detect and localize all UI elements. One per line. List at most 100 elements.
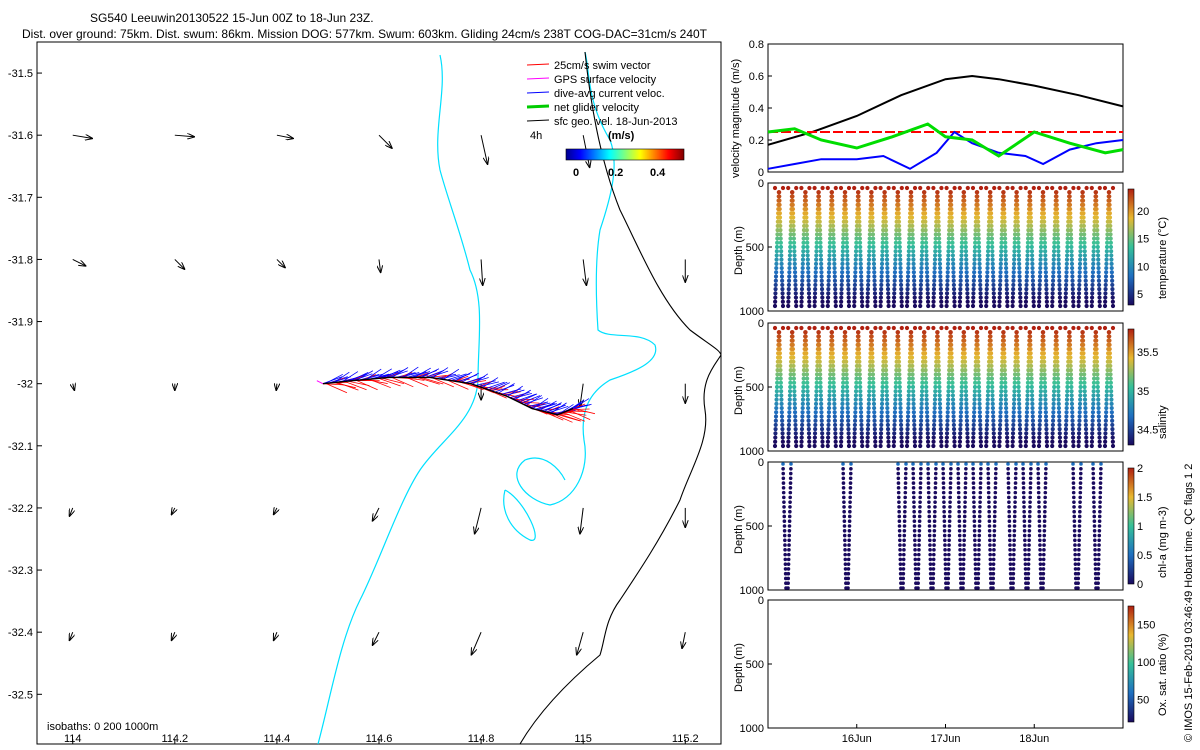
profile-point xyxy=(819,282,824,288)
profile-point xyxy=(807,303,812,309)
profile-point xyxy=(1038,257,1043,262)
current-vector xyxy=(381,369,401,379)
profile-point xyxy=(986,372,991,377)
profile-point xyxy=(839,418,844,423)
isobath-lines xyxy=(317,51,722,745)
profile-point xyxy=(989,219,994,224)
profile-point xyxy=(777,338,782,343)
profile-point xyxy=(1026,586,1030,590)
profile-point xyxy=(799,443,804,449)
profile-point xyxy=(898,414,903,419)
profile-point xyxy=(1057,427,1062,432)
profile-point xyxy=(1082,257,1088,262)
profile-point xyxy=(924,261,929,266)
profile-point xyxy=(1097,303,1102,309)
profile-point xyxy=(873,295,878,300)
profile-point xyxy=(937,236,942,241)
profile-point xyxy=(923,372,928,377)
profile-point xyxy=(1073,538,1077,543)
profile-point xyxy=(1068,355,1073,360)
swim-vector xyxy=(432,377,454,388)
profile-point xyxy=(942,500,946,504)
profile-point xyxy=(844,228,849,233)
profile-point xyxy=(846,431,851,436)
colorbar-label: Ox. sat. ratio (%) xyxy=(1157,633,1169,716)
profile-point xyxy=(1076,557,1081,562)
profile-point xyxy=(853,261,858,266)
profile-point xyxy=(937,401,943,406)
profile-point xyxy=(799,287,805,292)
profile-point xyxy=(774,244,780,250)
profile-point xyxy=(807,325,812,331)
profile-point xyxy=(880,232,886,237)
profile-point xyxy=(846,295,851,300)
profile-point xyxy=(883,202,888,207)
profile-point xyxy=(1016,372,1021,377)
profile-point xyxy=(998,282,1003,288)
profile-point xyxy=(1096,410,1101,415)
profile-point xyxy=(1050,439,1055,444)
profile-point xyxy=(965,295,970,300)
legend-label: net glider velocity xyxy=(554,102,639,114)
profile-point xyxy=(932,418,937,423)
profile-point xyxy=(896,338,901,343)
profile-point xyxy=(965,427,970,432)
profile-point xyxy=(879,405,884,411)
profile-point xyxy=(932,552,936,557)
profile-point xyxy=(780,282,785,288)
profile-point xyxy=(845,253,850,258)
profile-point xyxy=(880,393,885,398)
profile-point xyxy=(807,185,812,191)
profile-point xyxy=(1054,342,1059,347)
profile-point xyxy=(1013,495,1017,500)
isobath-200m-line xyxy=(503,489,536,541)
profile-point xyxy=(833,435,838,440)
profile-point xyxy=(1003,384,1008,390)
profile-point xyxy=(1014,466,1018,471)
profile-point xyxy=(787,397,792,402)
profile-point xyxy=(909,190,914,195)
profile-point xyxy=(902,552,906,557)
profile-point xyxy=(1081,359,1086,364)
profile-point xyxy=(950,384,955,390)
profile-point xyxy=(817,342,822,347)
profile-point xyxy=(972,257,977,262)
profile-point xyxy=(1077,282,1082,288)
profile-point xyxy=(958,410,964,415)
profile-point xyxy=(878,435,883,440)
profile-point xyxy=(897,384,902,390)
profile-point xyxy=(777,198,782,203)
profile-point xyxy=(1052,376,1057,381)
profile-point xyxy=(800,401,805,406)
profile-point xyxy=(978,495,982,500)
profile-point xyxy=(885,418,890,423)
profile-point xyxy=(1094,342,1099,347)
profile-point xyxy=(778,372,783,377)
profile-point xyxy=(1012,372,1018,377)
profile-point xyxy=(946,376,951,381)
profile-point xyxy=(783,557,788,562)
profile-point xyxy=(787,393,793,398)
geo-velocity-arrow xyxy=(72,258,86,265)
profile-point xyxy=(932,257,938,262)
profile-point xyxy=(883,211,888,216)
profile-point xyxy=(1031,435,1036,440)
profile-point xyxy=(984,427,989,432)
profile-point xyxy=(912,439,917,444)
profile-point xyxy=(897,236,902,241)
profile-point xyxy=(1051,265,1056,271)
profile-point xyxy=(1041,346,1046,352)
map-x-tick-label: 115 xyxy=(574,733,592,745)
profile-point xyxy=(927,505,931,509)
profile-point xyxy=(885,282,890,288)
profile-point xyxy=(935,194,940,199)
profile-point xyxy=(932,274,937,279)
profile-point xyxy=(1104,389,1109,394)
profile-point xyxy=(946,384,951,390)
profile-point xyxy=(976,240,981,245)
profile-point xyxy=(1010,291,1016,296)
section-colorbar xyxy=(1127,328,1135,446)
profile-point xyxy=(842,519,847,524)
map-x-tick-label: 114.2 xyxy=(161,733,188,745)
profile-point xyxy=(999,372,1004,377)
